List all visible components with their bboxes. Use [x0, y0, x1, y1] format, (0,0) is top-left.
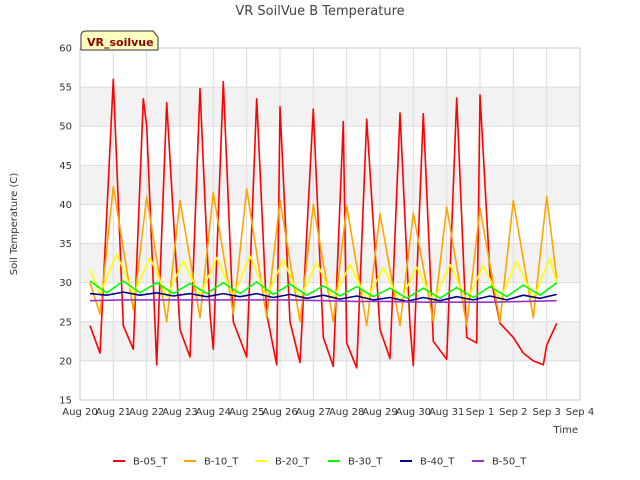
series-line-b-30-t	[89, 280, 558, 300]
legend-label-b-30-t: B-30_T	[348, 457, 383, 468]
x-tick-label: Aug 26	[262, 407, 297, 418]
plot-area-border	[79, 47, 581, 401]
x-tick-label: Sep 4	[566, 407, 594, 418]
series-line-b-10-t	[89, 185, 558, 327]
y-tick-label: 15	[59, 396, 72, 407]
y-tick-label: 60	[59, 44, 72, 55]
x-tick-label: Aug 22	[129, 407, 164, 418]
series-lines	[89, 78, 558, 369]
station-badge-box	[80, 30, 159, 51]
legend-label-b-50-t: B-50_T	[492, 457, 527, 468]
y-tick-label: 45	[59, 161, 72, 172]
plot-band	[80, 126, 580, 166]
y-tick-label: 35	[59, 239, 72, 250]
plot-band	[80, 48, 580, 88]
y-tick-label: 40	[59, 200, 72, 211]
x-tick-label: Aug 29	[362, 407, 397, 418]
x-tick-label: Sep 3	[532, 407, 560, 418]
legend-label-b-20-t: B-20_T	[275, 457, 310, 468]
y-tick-label: 25	[59, 317, 72, 328]
plot-band	[80, 87, 580, 127]
series-line-b-50-t	[89, 299, 557, 304]
y-tick-label: 20	[59, 356, 72, 367]
x-tick-label: Aug 31	[429, 407, 464, 418]
x-tick-label: Aug 27	[296, 407, 331, 418]
x-tick-label: Aug 30	[396, 407, 431, 418]
x-tick-label: Sep 2	[499, 407, 527, 418]
station-badge-label: VR_soilvue	[87, 36, 154, 49]
series-line-b-05-t	[89, 78, 558, 369]
x-tick-label: Sep 1	[466, 407, 494, 418]
x-tick-label: Aug 25	[229, 407, 264, 418]
x-tick-label: Aug 23	[162, 407, 197, 418]
y-tick-label: 55	[59, 83, 72, 94]
legend-label-b-40-t: B-40_T	[420, 457, 455, 468]
x-tick-label: Aug 24	[196, 407, 231, 418]
y-axis-title: Soil Temperature (C)	[9, 173, 20, 276]
plot-band	[80, 321, 580, 361]
y-axis-ticks: 15 20 25 30 35 40 45 50 55 60	[59, 44, 72, 407]
x-axis-title: Time	[553, 425, 578, 436]
plot-bands	[80, 48, 580, 400]
y-tick-label: 50	[59, 122, 72, 133]
legend-label-b-10-t: B-10_T	[204, 457, 239, 468]
series-line-b-40-t	[89, 291, 557, 303]
x-tick-label: Aug 21	[96, 407, 131, 418]
series-line-b-20-t	[89, 252, 558, 304]
legend-label-b-05-t: B-05_T	[133, 457, 168, 468]
chart-title: VR SoilVue B Temperature	[235, 4, 404, 19]
legend: B-05_T B-10_T B-20_T B-30_T B-40_T B-50_T	[113, 457, 527, 468]
y-tick-label: 30	[59, 278, 72, 289]
plot-band	[80, 165, 580, 205]
plot-band	[80, 243, 580, 283]
station-badge: VR_soilvue	[80, 30, 159, 51]
plot-band	[80, 204, 580, 244]
x-tick-label: Aug 28	[329, 407, 364, 418]
plot-band	[80, 360, 580, 400]
x-tick-label: Aug 20	[62, 407, 97, 418]
